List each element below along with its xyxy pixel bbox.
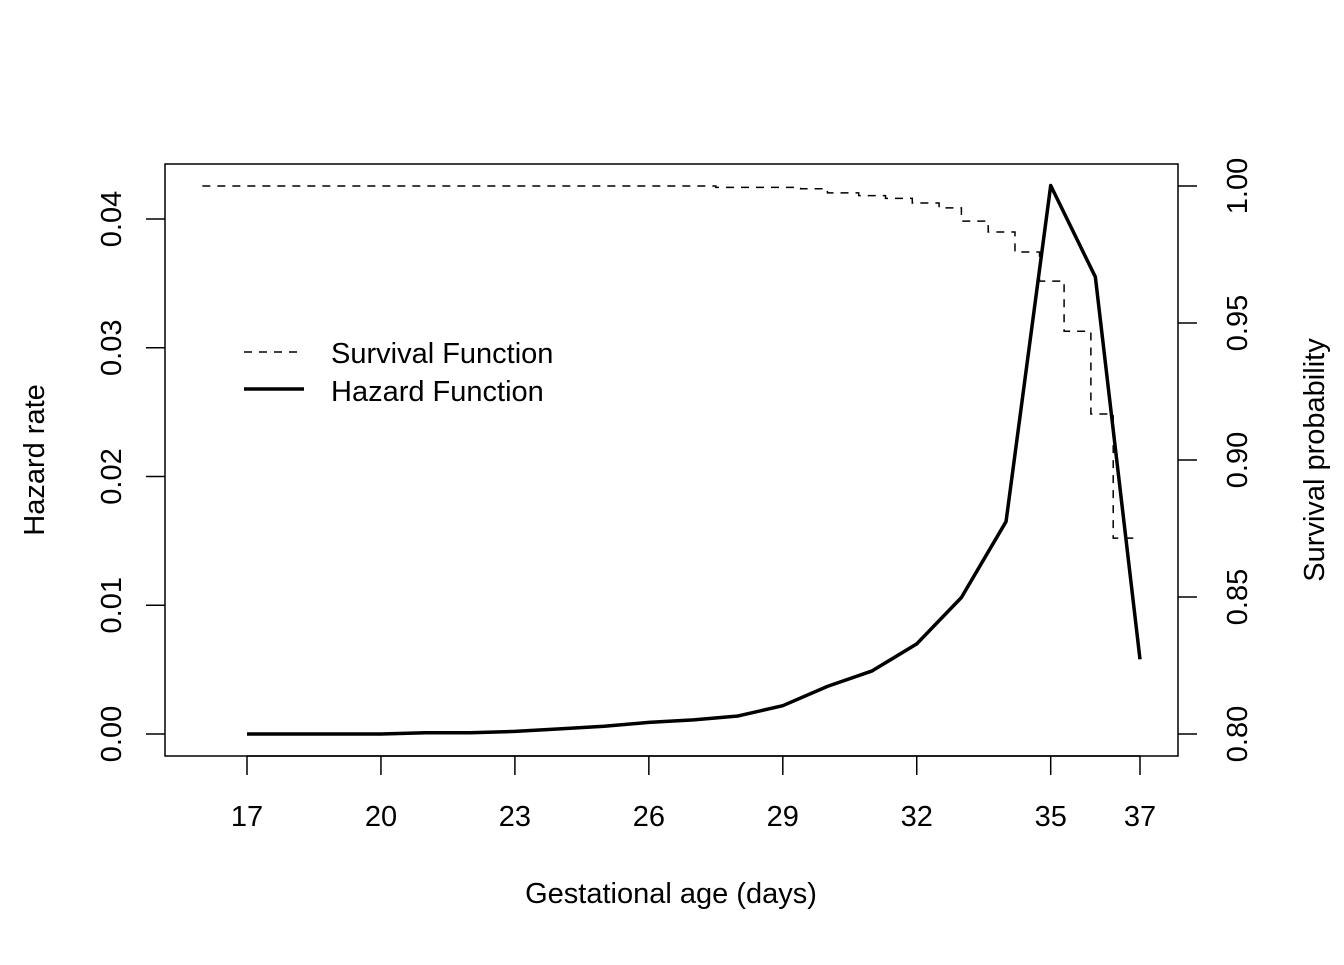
y-left-tick-label: 0.02 — [96, 448, 128, 504]
x-tick-label: 32 — [901, 801, 933, 833]
y-axis-right: 0.80 0.85 0.90 0.95 1.00 — [1178, 158, 1254, 762]
x-axis: 17 20 23 26 29 32 35 37 — [231, 755, 1156, 833]
x-tick-label: 26 — [633, 801, 665, 833]
y-left-tick-label: 0.04 — [96, 191, 128, 247]
plot-frame — [164, 163, 1179, 757]
survival-function-line — [202, 185, 1140, 539]
series-group — [202, 183, 1142, 736]
x-tick-label: 17 — [231, 801, 263, 833]
hazard-function-line — [247, 183, 1142, 736]
y-axis-left: 0.00 0.01 0.02 0.03 0.04 — [96, 191, 165, 762]
y-right-tick-label: 0.95 — [1222, 295, 1254, 351]
x-axis-label: Gestational age (days) — [525, 878, 817, 910]
x-tick-label: 37 — [1124, 801, 1156, 833]
y-axis-right-label: Survival probability — [1299, 338, 1331, 582]
x-tick-label: 29 — [767, 801, 799, 833]
legend: Survival Function Hazard Function — [244, 338, 553, 408]
y-right-tick-label: 1.00 — [1222, 158, 1254, 214]
y-left-tick-label: 0.01 — [96, 577, 128, 633]
legend-survival-label: Survival Function — [331, 338, 553, 370]
y-left-tick-label: 0.00 — [96, 706, 128, 762]
y-right-tick-label: 0.90 — [1222, 432, 1254, 488]
y-right-tick-label: 0.85 — [1222, 569, 1254, 625]
x-tick-label: 23 — [499, 801, 531, 833]
legend-hazard-label: Hazard Function — [331, 376, 544, 408]
x-tick-label: 20 — [365, 801, 397, 833]
y-left-tick-label: 0.03 — [96, 320, 128, 376]
y-right-tick-label: 0.80 — [1222, 706, 1254, 762]
x-tick-label: 35 — [1035, 801, 1067, 833]
y-axis-left-label: Hazard rate — [19, 384, 51, 536]
